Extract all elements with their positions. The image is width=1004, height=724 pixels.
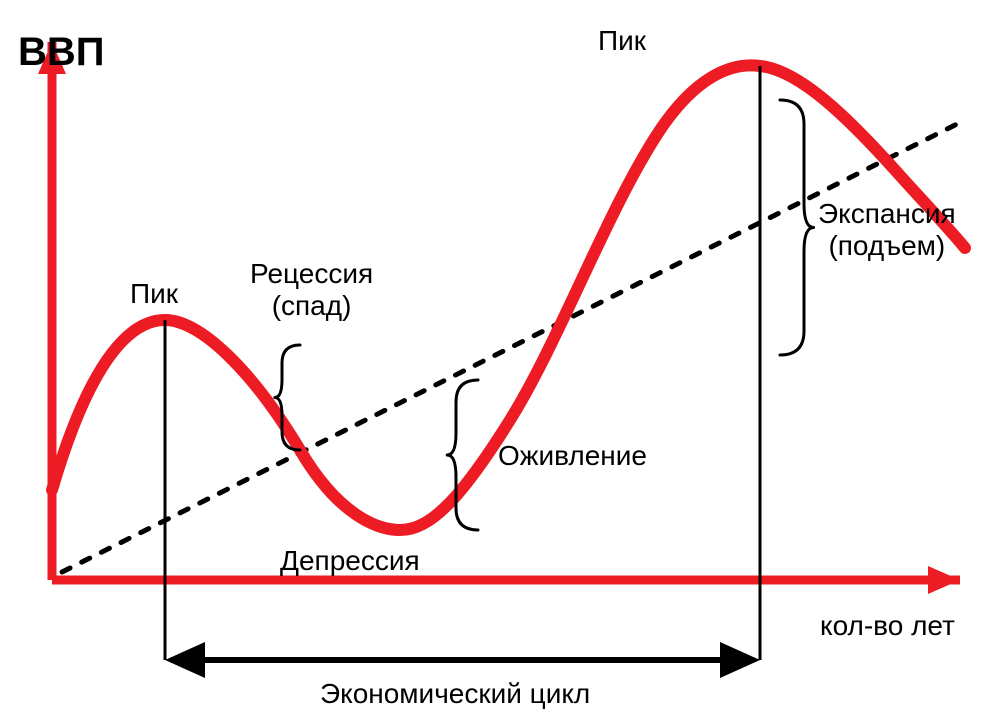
label-peak-1: Пик	[130, 278, 178, 310]
y-axis-title: ВВП	[18, 30, 105, 75]
label-depression: Депрессия	[280, 545, 420, 577]
cycle-arrowhead-right	[720, 642, 760, 678]
label-expansion: Экспансия (подъем)	[818, 198, 956, 262]
trend-line	[62, 120, 965, 572]
label-cycle: Экономический цикл	[320, 678, 590, 710]
diagram-stage: ВВП кол-во лет Пик Пик Рецессия (спад) Д…	[0, 0, 1004, 724]
brace-expansion	[780, 100, 814, 355]
label-revival: Оживление	[498, 440, 647, 472]
x-axis-arrowhead	[928, 566, 960, 594]
x-axis-title: кол-во лет	[820, 610, 955, 642]
label-recession: Рецессия (спад)	[250, 258, 373, 322]
label-peak-2: Пик	[598, 25, 646, 57]
cycle-arrowhead-left	[165, 642, 205, 678]
